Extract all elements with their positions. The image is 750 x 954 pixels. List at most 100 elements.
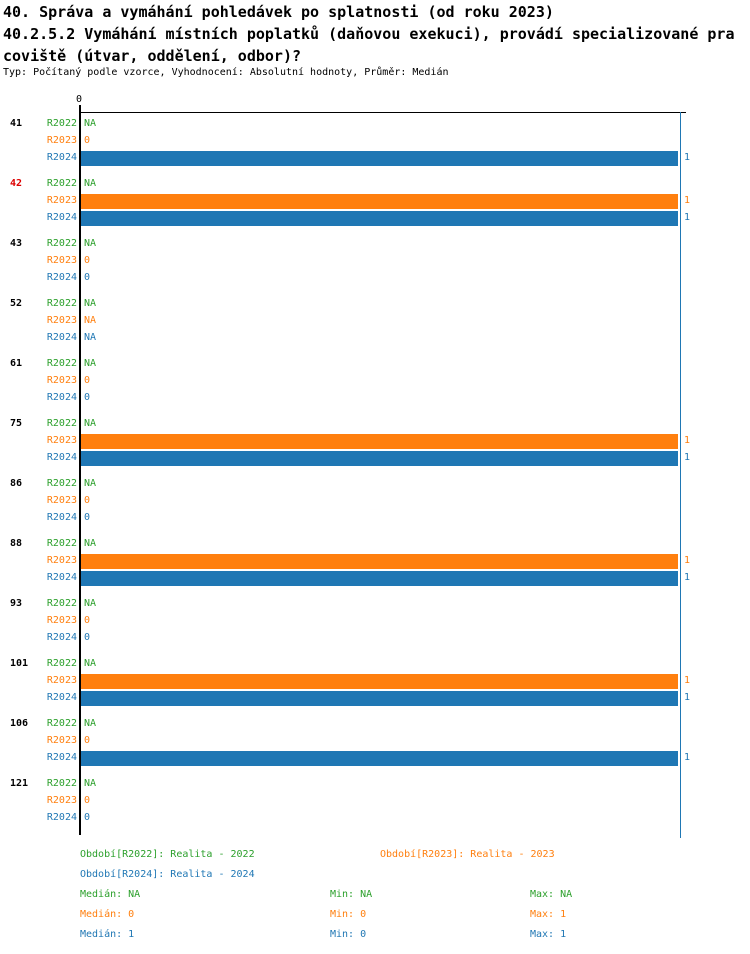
series-label: R2023 <box>46 795 77 806</box>
value-text: 0 <box>84 615 91 626</box>
value-text: NA <box>84 478 97 489</box>
series-label: R2024 <box>46 392 77 403</box>
group-label: 93 <box>10 598 23 609</box>
value-text: 0 <box>84 495 91 506</box>
value-text: 0 <box>84 255 91 266</box>
legend-r2023: Období[R2023]: Realita - 2023 <box>380 849 555 860</box>
series-label: R2022 <box>46 418 77 429</box>
chart-title-line2: 40.2.5.2 Vymáhání místních poplatků (daň… <box>3 25 735 43</box>
axis-zero-tick-label: 0 <box>76 94 83 105</box>
stat-min-r2023: Min: 0 <box>330 909 367 920</box>
x-axis-top-line <box>79 112 686 113</box>
series-label: R2023 <box>46 435 77 446</box>
series-label: R2022 <box>46 658 77 669</box>
stat-max-r2022: Max: NA <box>530 889 573 900</box>
series-label: R2022 <box>46 358 77 369</box>
group-label: 101 <box>10 658 29 669</box>
value-text: NA <box>84 178 97 189</box>
value-text: NA <box>84 598 97 609</box>
series-label: R2023 <box>46 195 77 206</box>
value-text: NA <box>84 538 97 549</box>
series-label: R2024 <box>46 212 77 223</box>
bar <box>81 211 678 226</box>
series-label: R2022 <box>46 598 77 609</box>
value-text: 0 <box>84 272 91 283</box>
value-text: NA <box>84 358 97 369</box>
stat-median-r2022: Medián: NA <box>80 889 141 900</box>
series-label: R2024 <box>46 812 77 823</box>
series-label: R2024 <box>46 152 77 163</box>
value-text: NA <box>84 298 97 309</box>
value-text: 0 <box>84 135 91 146</box>
chart-title-line1: 40. Správa a vymáhání pohledávek po spla… <box>3 3 554 21</box>
group-label: 75 <box>10 418 23 429</box>
group-label: 106 <box>10 718 29 729</box>
group-label: 121 <box>10 778 29 789</box>
stat-median-r2023: Medián: 0 <box>80 909 135 920</box>
chart-subtitle: Typ: Počítaný podle vzorce, Vyhodnocení:… <box>3 67 449 78</box>
group-label: 42 <box>10 178 23 189</box>
value-text: 0 <box>84 812 91 823</box>
series-label: R2023 <box>46 315 77 326</box>
bar-value-label: 1 <box>684 692 691 703</box>
series-label: R2022 <box>46 538 77 549</box>
value-text: 0 <box>84 512 91 523</box>
bar-value-label: 1 <box>684 555 691 566</box>
legend-r2022: Období[R2022]: Realita - 2022 <box>80 849 255 860</box>
group-label: 88 <box>10 538 23 549</box>
series-label: R2023 <box>46 135 77 146</box>
series-label: R2024 <box>46 692 77 703</box>
y-axis-line <box>79 105 81 835</box>
chart-title-line3: coviště (útvar, oddělení, odbor)? <box>3 47 302 65</box>
value-text: 0 <box>84 632 91 643</box>
series-label: R2022 <box>46 478 77 489</box>
legend-r2024: Období[R2024]: Realita - 2024 <box>80 869 255 880</box>
series-label: R2022 <box>46 778 77 789</box>
stat-max-r2024: Max: 1 <box>530 929 567 940</box>
group-label: 86 <box>10 478 23 489</box>
stat-max-r2023: Max: 1 <box>530 909 567 920</box>
value-text: 0 <box>84 735 91 746</box>
series-label: R2023 <box>46 555 77 566</box>
series-label: R2023 <box>46 495 77 506</box>
bar <box>81 451 678 466</box>
value-text: NA <box>84 118 97 129</box>
max-gridline <box>680 112 681 838</box>
series-label: R2024 <box>46 572 77 583</box>
series-label: R2024 <box>46 512 77 523</box>
stat-min-r2024: Min: 0 <box>330 929 367 940</box>
bar <box>81 194 678 209</box>
value-text: NA <box>84 332 97 343</box>
series-label: R2022 <box>46 298 77 309</box>
value-text: NA <box>84 238 97 249</box>
series-label: R2024 <box>46 272 77 283</box>
bar-value-label: 1 <box>684 195 691 206</box>
bar-value-label: 1 <box>684 212 691 223</box>
bar <box>81 554 678 569</box>
group-label: 52 <box>10 298 23 309</box>
value-text: 0 <box>84 375 91 386</box>
value-text: 0 <box>84 392 91 403</box>
value-text: NA <box>84 315 97 326</box>
stat-min-r2022: Min: NA <box>330 889 373 900</box>
value-text: NA <box>84 418 97 429</box>
series-label: R2023 <box>46 615 77 626</box>
series-label: R2024 <box>46 752 77 763</box>
group-label: 41 <box>10 118 23 129</box>
bar-value-label: 1 <box>684 452 691 463</box>
value-text: NA <box>84 718 97 729</box>
value-text: 0 <box>84 795 91 806</box>
value-text: NA <box>84 778 97 789</box>
series-label: R2022 <box>46 178 77 189</box>
series-label: R2022 <box>46 718 77 729</box>
bar-value-label: 1 <box>684 675 691 686</box>
bar-value-label: 1 <box>684 435 691 446</box>
series-label: R2022 <box>46 238 77 249</box>
value-text: NA <box>84 658 97 669</box>
series-label: R2023 <box>46 735 77 746</box>
bar <box>81 434 678 449</box>
bar-value-label: 1 <box>684 752 691 763</box>
series-label: R2023 <box>46 255 77 266</box>
series-label: R2023 <box>46 375 77 386</box>
